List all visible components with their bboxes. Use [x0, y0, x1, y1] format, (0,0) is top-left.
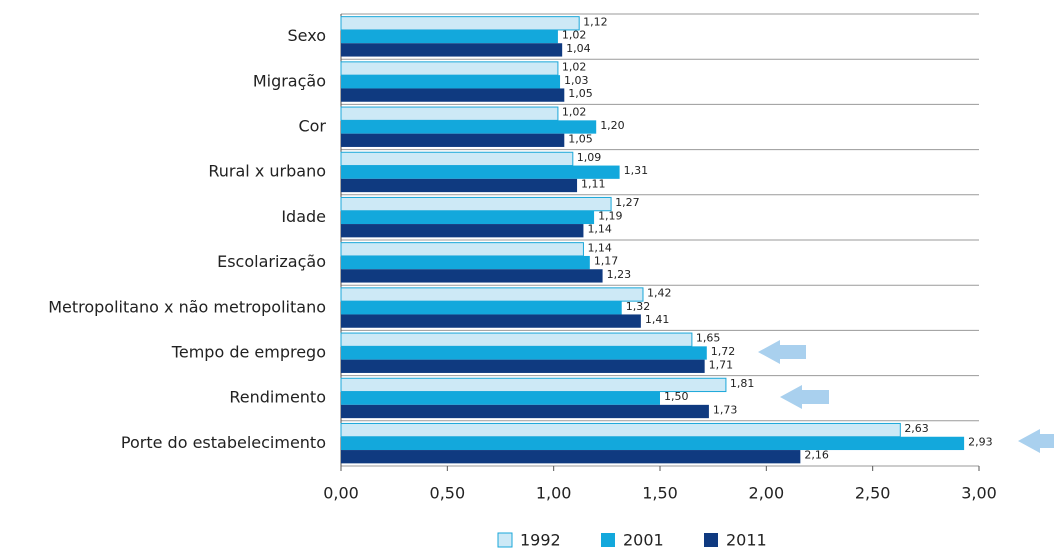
value-label: 1,14 — [587, 223, 612, 236]
value-label: 1,32 — [626, 300, 651, 313]
y-tick-label: Idade — [281, 207, 326, 226]
x-tick-label: 1,00 — [536, 484, 572, 503]
bar — [341, 450, 801, 464]
value-label: 1,27 — [615, 196, 640, 209]
value-label: 1,17 — [594, 255, 619, 268]
value-label: 1,11 — [581, 178, 606, 191]
value-label: 1,19 — [598, 209, 623, 222]
legend-label: 1992 — [520, 531, 561, 549]
legend-label: 2011 — [726, 531, 767, 549]
y-tick-label: Migração — [253, 71, 326, 90]
legend-label: 2001 — [623, 531, 664, 549]
y-tick-label: Sexo — [288, 26, 326, 45]
value-label: 1,23 — [607, 268, 632, 281]
bar — [341, 165, 620, 179]
value-label: 1,50 — [664, 390, 689, 403]
y-tick-label: Tempo de emprego — [171, 343, 326, 362]
bar — [340, 196, 612, 212]
value-label: 1,05 — [568, 87, 593, 100]
arrows — [758, 340, 1054, 453]
legend-swatch — [497, 532, 513, 548]
value-label: 2,16 — [804, 449, 829, 462]
value-label: 1,42 — [647, 287, 672, 300]
bar — [341, 210, 595, 225]
x-tick-label: 2,00 — [749, 484, 785, 503]
bar — [341, 133, 565, 147]
y-tick-label: Cor — [298, 117, 326, 136]
arrow — [1018, 429, 1054, 453]
x-tick-label: 2,50 — [855, 484, 891, 503]
bar — [341, 75, 561, 89]
value-label: 1,81 — [730, 377, 755, 390]
value-label: 1,31 — [624, 164, 649, 177]
value-label: 2,63 — [904, 422, 929, 435]
bar — [340, 61, 559, 76]
bar — [341, 359, 705, 373]
bar — [341, 224, 584, 238]
bar — [341, 178, 578, 193]
value-label: 1,02 — [562, 61, 587, 74]
bar — [340, 106, 559, 121]
x-tick-label: 1,50 — [642, 484, 678, 503]
legend-swatch — [704, 533, 718, 547]
bar — [340, 332, 693, 347]
y-tick-label: Porte do estabelecimento — [121, 433, 326, 452]
bar — [341, 404, 709, 419]
arrow — [758, 340, 806, 364]
value-label: 1,05 — [568, 132, 593, 145]
x-tick-label: 0,00 — [323, 484, 359, 503]
x-tick-label: 3,00 — [961, 484, 997, 503]
bar — [341, 255, 590, 270]
value-label: 1,02 — [562, 29, 587, 42]
bar — [341, 120, 597, 134]
bar — [341, 88, 565, 102]
y-tick-label: Rendimento — [229, 388, 326, 407]
value-label: 1,72 — [711, 345, 736, 358]
bar — [341, 43, 563, 57]
value-label: 1,71 — [709, 358, 734, 371]
y-tick-label: Rural x urbano — [208, 162, 326, 181]
value-label: 1,41 — [645, 313, 670, 326]
bar — [341, 391, 660, 405]
value-label: 1,14 — [587, 241, 612, 254]
value-label: 1,65 — [696, 332, 721, 345]
value-label: 1,12 — [583, 15, 608, 28]
bar — [341, 269, 603, 283]
bar — [341, 314, 641, 328]
value-label: 1,02 — [562, 106, 587, 119]
value-label: 1,03 — [564, 74, 589, 87]
value-label: 1,09 — [577, 151, 602, 164]
bar — [340, 16, 580, 31]
value-label: 1,20 — [600, 119, 625, 132]
bar — [340, 151, 574, 167]
bar — [340, 242, 584, 257]
x-tick-label: 0,50 — [430, 484, 466, 503]
y-tick-label: Metropolitano x não metropolitano — [48, 297, 326, 316]
bar — [340, 422, 901, 438]
bar — [341, 346, 707, 360]
bar — [341, 436, 965, 451]
y-tick-label: Escolarização — [217, 252, 326, 271]
value-label: 1,73 — [713, 404, 738, 417]
bar — [340, 287, 644, 302]
value-label: 1,04 — [566, 42, 591, 55]
legend-swatch — [601, 533, 615, 547]
arrow — [780, 385, 829, 409]
value-label: 2,93 — [968, 435, 993, 448]
bar — [341, 301, 622, 315]
bar — [341, 29, 558, 44]
